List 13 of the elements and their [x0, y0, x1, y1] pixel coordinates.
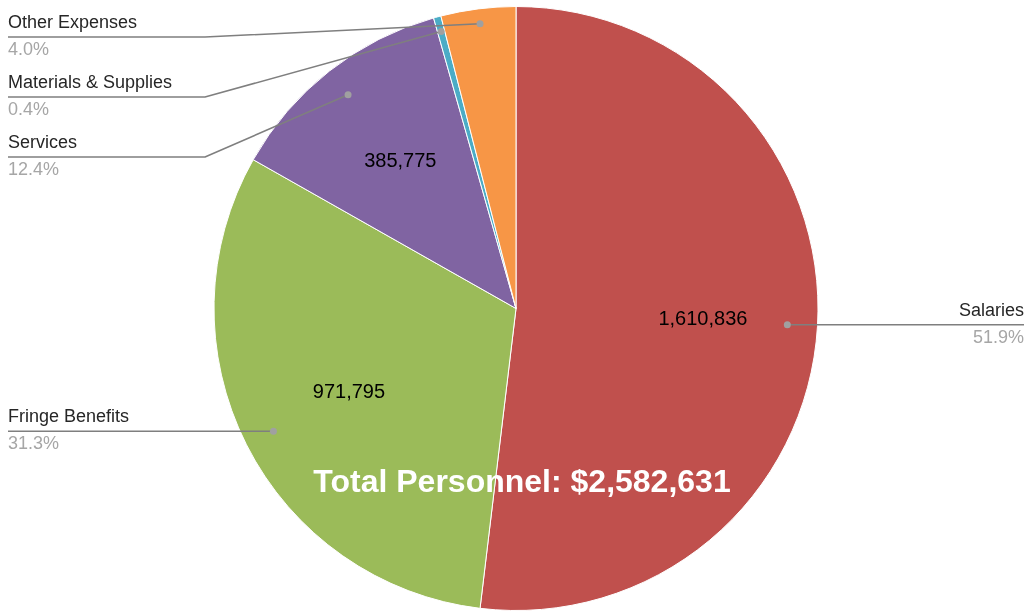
data-label: 0.4% — [8, 98, 50, 119]
slice-label: Services — [8, 131, 78, 152]
data-label: 31.3% — [8, 433, 60, 454]
slice-label: Fringe Benefits — [8, 406, 130, 427]
text: 1,610,836 — [658, 307, 748, 330]
data-label: 51.9% — [972, 326, 1024, 347]
slice-label: Salaries — [958, 299, 1024, 320]
slice-label: Materials & Supplies — [8, 71, 173, 92]
text: 385,775 — [364, 148, 437, 171]
data-label: 4.0% — [8, 38, 50, 59]
data-label: 12.4% — [8, 158, 60, 179]
text: 971,795 — [312, 380, 386, 403]
slice-label: Other Expenses — [8, 11, 138, 32]
